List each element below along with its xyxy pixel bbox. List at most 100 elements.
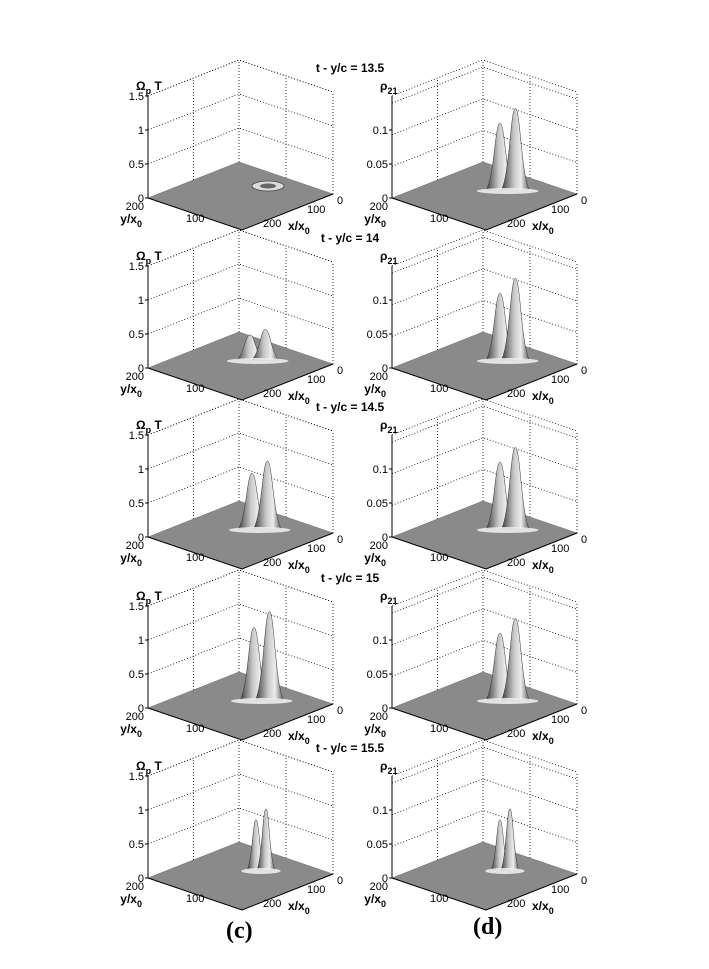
- surface-peak: [500, 618, 530, 701]
- z-tick-label: 1: [138, 464, 144, 476]
- x-tick-label: 0: [581, 195, 587, 207]
- x-tick-label: 200: [263, 728, 281, 740]
- surface-peak-base: [476, 188, 539, 194]
- x-axis-label: x/x0: [532, 389, 554, 406]
- x-tick-label: 100: [551, 204, 569, 216]
- floor-front-edges: [391, 703, 578, 741]
- back-wall-top: [391, 59, 578, 97]
- x-tick-label: 200: [507, 388, 525, 400]
- y-axis-label: y/x0: [364, 382, 386, 399]
- wall-gridline: [147, 263, 334, 301]
- x-axis-label: x/x0: [288, 219, 310, 236]
- y-tick-label: 200: [126, 881, 144, 893]
- surface-peak: [500, 447, 530, 530]
- wall-gridline: [147, 807, 334, 845]
- wall-gridline: [391, 236, 578, 274]
- y-axis-label: y/x0: [364, 722, 386, 739]
- floor-front-edges: [391, 532, 578, 570]
- z-tick-label: 0: [138, 363, 144, 375]
- surface-floor: [147, 331, 334, 401]
- surface-floor: [391, 841, 578, 911]
- z-tick-label: 0.1: [373, 805, 388, 817]
- surface-peak-base: [241, 868, 281, 874]
- z-tick-label: 0.5: [129, 669, 144, 681]
- y-axis-label: y/x0: [120, 551, 142, 568]
- y-tick-label: 200: [370, 540, 388, 552]
- panel-omega-0: 0 0.5 1 1.5Ωp T 200 100 y/x0 0 100 200 x/x0: [120, 59, 343, 236]
- panel-omega-2: 0 0.5 1 1.5Ωp T 200 100 y/x0 0 100 200 x/x0: [120, 398, 343, 575]
- y-axis-label: y/x0: [364, 212, 386, 229]
- y-tick-label: 100: [430, 213, 448, 225]
- x-tick-label: 100: [307, 543, 325, 555]
- x-axis-label: x/x0: [288, 389, 310, 406]
- x-tick-label: 100: [307, 204, 325, 216]
- wall-gridline: [391, 437, 578, 475]
- x-axis-label: x/x0: [288, 729, 310, 746]
- y-axis-label: y/x0: [120, 892, 142, 909]
- surface-peak-base: [476, 698, 539, 704]
- x-tick-label: 0: [581, 534, 587, 546]
- surface-peak: [250, 329, 281, 361]
- surface-floor: [391, 331, 578, 401]
- back-wall-top: [147, 59, 334, 97]
- wall-gridline: [147, 466, 334, 504]
- panel-label-d: (d): [473, 914, 503, 940]
- panel-rho-4: 0 0.05 0.1 ρ21 200 100 y/x0 0 100 200 x/x0: [364, 739, 587, 916]
- x-tick-label: 200: [263, 898, 281, 910]
- y-tick-label: 100: [186, 723, 204, 735]
- x-tick-label: 0: [337, 705, 343, 717]
- wall-gridline: [147, 59, 334, 97]
- y-axis-label: y/x0: [120, 212, 142, 229]
- y-tick-label: 100: [430, 552, 448, 564]
- floor-front-edges: [147, 873, 334, 911]
- surface-peak-base: [226, 358, 289, 364]
- floor-front-edges: [147, 193, 334, 231]
- panel-omega-4: 0 0.5 1 1.5Ωp T 200 100 y/x0 0 100 200 x/x0: [120, 739, 343, 916]
- panel-rho-3: 0 0.05 0.1 ρ21 200 100 y/x0 0 100 200 x/x0: [364, 569, 587, 746]
- x-tick-label: 100: [307, 374, 325, 386]
- y-tick-label: 200: [370, 711, 388, 723]
- surface-peak-base: [485, 868, 525, 874]
- wall-gridline: [391, 299, 578, 337]
- panel-label-c: (c): [226, 918, 253, 944]
- y-tick-label: 100: [430, 893, 448, 905]
- y-tick-label: 100: [186, 213, 204, 225]
- panel-rho-1: 0 0.05 0.1 ρ21 200 100 y/x0 0 100 200 x/x0: [364, 229, 587, 406]
- wall-gridline: [391, 778, 578, 816]
- surface-peak-base: [476, 358, 539, 364]
- surface-floor: [147, 161, 334, 231]
- wall-gridline: [391, 746, 578, 784]
- surface-peak-base: [230, 698, 293, 704]
- y-tick-label: 200: [370, 881, 388, 893]
- wall-gridline: [147, 569, 334, 607]
- surface-peak: [255, 611, 284, 701]
- x-axis-label: x/x0: [532, 899, 554, 916]
- wall-gridline: [147, 93, 334, 131]
- wall-gridline: [147, 432, 334, 470]
- z-tick-label: 0: [138, 873, 144, 885]
- y-tick-label: 100: [186, 893, 204, 905]
- wall-gridline: [147, 127, 334, 165]
- wall-gridline: [391, 608, 578, 646]
- surface-floor: [147, 841, 334, 911]
- y-tick-label: 100: [430, 383, 448, 395]
- x-axis-label: x/x0: [288, 899, 310, 916]
- z-axis-label: Ωp T: [136, 249, 162, 266]
- x-tick-label: 0: [337, 195, 343, 207]
- row-title-0: t - y/c = 13.5: [316, 61, 385, 75]
- wall-gridline: [391, 66, 578, 104]
- z-tick-label: 1.5: [129, 771, 144, 783]
- surface-floor: [147, 671, 334, 741]
- z-tick-label: 0.05: [367, 498, 388, 510]
- wall-gridline: [391, 809, 578, 847]
- wall-gridline: [391, 639, 578, 677]
- z-tick-label: 1.5: [129, 261, 144, 273]
- wall-gridline: [391, 468, 578, 506]
- z-tick-label: 0.05: [367, 669, 388, 681]
- z-tick-label: 0: [382, 193, 388, 205]
- surface-peak: [500, 808, 520, 871]
- z-axis-label: Ωp T: [136, 79, 162, 96]
- z-axis-label: ρ21: [380, 418, 397, 435]
- surface-floor: [391, 671, 578, 741]
- z-axis-label: ρ21: [380, 589, 397, 606]
